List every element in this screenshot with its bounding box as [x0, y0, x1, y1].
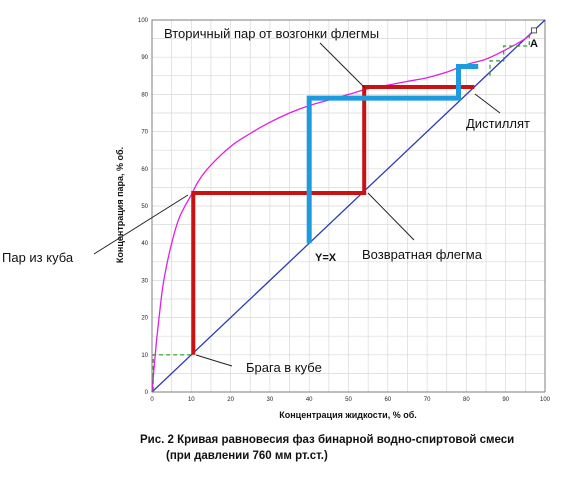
caption-line-1: Рис. 2 Кривая равновесия фаз бинарной во… — [140, 434, 515, 446]
x-tick-label: 20 — [227, 397, 234, 403]
y-tick-label: 40 — [141, 241, 148, 247]
annotation-distillate: Дистиллят — [466, 116, 530, 131]
y-tick-label: 100 — [138, 18, 149, 24]
diagonal-label: Y=X — [315, 252, 337, 264]
green-step-line — [489, 34, 530, 76]
x-tick-label: 40 — [306, 397, 313, 403]
point-a-label: A — [530, 38, 538, 50]
annotation-secondary-vapor: Вторичный пар от возгонки флегмы — [164, 26, 379, 41]
leader-distillate — [474, 93, 501, 114]
x-tick-label: 90 — [502, 397, 509, 403]
y-tick-label: 0 — [145, 390, 149, 396]
axes: 0 10 20 30 40 50 60 70 80 90 100 0 10 20 30 40 50 60 70 80 9… — [138, 18, 551, 403]
point-a-marker — [531, 27, 537, 34]
y-tick-label: 70 — [141, 130, 148, 136]
red-step-line — [191, 85, 475, 355]
series — [151, 19, 546, 393]
y-tick-label: 60 — [141, 167, 148, 173]
blue-step-line — [306, 64, 479, 244]
x-tick-label: 80 — [463, 397, 470, 403]
y-tick-label: 10 — [141, 353, 148, 359]
y-tick-label: 50 — [141, 204, 148, 210]
leader-reflux — [367, 192, 415, 241]
y-tick-label: 80 — [141, 92, 148, 98]
annotation-reflux: Возвратная флегма — [362, 247, 483, 262]
y-tick-label: 90 — [141, 55, 148, 61]
x-tick-label: 30 — [267, 397, 274, 403]
x-tick-label: 70 — [424, 397, 431, 403]
y-axis-label: Концентрация пара, % об. — [115, 147, 125, 263]
green-step-line — [152, 354, 192, 391]
annotation-pot-vapor: Пар из куба — [2, 250, 74, 265]
figure-caption: Рис. 2 Кривая равновесия фаз бинарной во… — [140, 432, 560, 464]
grid — [151, 19, 546, 393]
leader-secondary-vapor — [319, 42, 366, 89]
leader-pot-vapor — [93, 194, 189, 255]
x-tick-label: 0 — [150, 397, 154, 403]
markers — [531, 27, 537, 34]
diagonal-line — [151, 19, 546, 393]
x-tick-label: 60 — [384, 397, 391, 403]
annotation-wash-in-pot: Брага в кубе — [246, 360, 322, 375]
plot-frame — [151, 19, 546, 393]
y-tick-label: 20 — [141, 316, 148, 322]
caption-line-2: (при давлении 760 мм рт.ст.) — [166, 450, 328, 462]
leader-wash — [195, 354, 233, 367]
x-tick-label: 10 — [188, 397, 195, 403]
x-tick-label: 50 — [345, 397, 352, 403]
x-tick-label: 100 — [540, 397, 551, 403]
y-tick-label: 30 — [141, 278, 148, 284]
annotation-leaders — [93, 42, 501, 367]
x-axis-label: Концентрация жидкости, % об. — [279, 410, 417, 420]
